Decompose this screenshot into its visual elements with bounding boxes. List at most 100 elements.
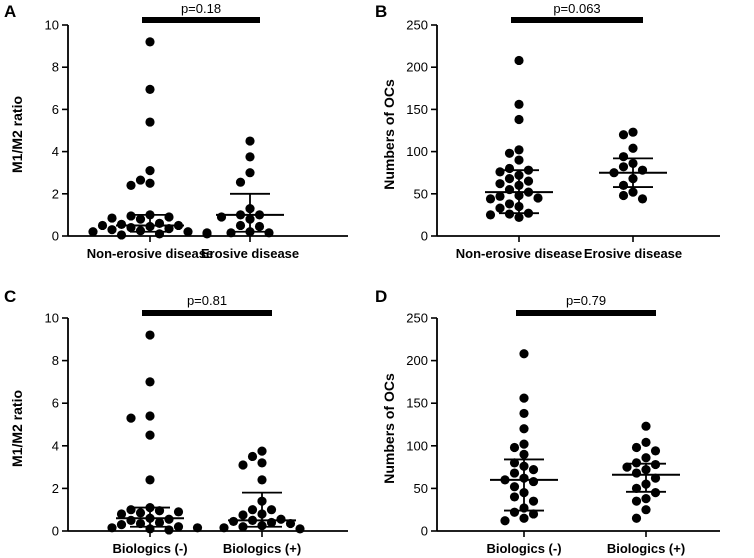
data-point [631, 442, 642, 453]
data-point [88, 227, 98, 237]
data-point [202, 229, 212, 239]
data-point [245, 152, 255, 162]
data-point [650, 473, 661, 483]
y-tick-label: 2 [52, 186, 59, 201]
data-point [641, 494, 651, 504]
y-tick-label: 0 [421, 524, 428, 539]
data-point [266, 517, 277, 528]
p-value-label: p=0.79 [566, 293, 606, 308]
panel-b: B Numbers of OCs 0 50 100 150 200 250 Non-erosiv… [375, 1, 720, 261]
data-point [495, 179, 505, 189]
y-tick-label: 150 [406, 396, 428, 411]
data-point [641, 421, 651, 431]
data-point [523, 176, 534, 186]
data-point [183, 227, 193, 237]
data-point [116, 230, 127, 240]
data-point [126, 515, 136, 525]
data-point [107, 523, 117, 533]
data-point [528, 509, 539, 519]
panel-d: D Numbers of OCs 0 50 100 150 200 250 Biologics … [375, 287, 720, 556]
data-point [228, 516, 239, 527]
data-point [145, 117, 155, 127]
data-point [145, 411, 155, 421]
data-point [126, 211, 136, 221]
series-2 [216, 136, 284, 238]
data-point [126, 505, 136, 515]
data-point [145, 178, 155, 188]
x-category-label: Erosive disease [584, 246, 682, 261]
y-axis-title: M1/M2 ratio [9, 390, 25, 467]
data-point [235, 220, 246, 231]
y-tick-label: 50 [414, 186, 428, 201]
series-1 [88, 37, 212, 240]
p-value-label: p=0.063 [553, 1, 600, 16]
data-point [641, 437, 651, 447]
data-point [164, 514, 174, 524]
data-point [126, 180, 136, 190]
data-point [135, 214, 146, 224]
data-point [116, 509, 127, 519]
x-category-label: Biologics (-) [112, 541, 187, 556]
data-point [509, 468, 520, 478]
data-point [504, 148, 515, 158]
data-point [514, 145, 524, 155]
data-point [173, 522, 184, 532]
data-point [514, 114, 524, 125]
y-tick-label: 0 [421, 229, 428, 244]
data-point [641, 453, 651, 463]
y-tick-label: 200 [406, 353, 428, 368]
data-point [154, 229, 165, 239]
data-point [631, 496, 642, 506]
data-point [226, 228, 236, 238]
data-point [135, 175, 146, 185]
data-point [628, 187, 638, 197]
y-tick-label: 0 [52, 524, 59, 539]
data-point [514, 55, 524, 66]
data-point [500, 516, 510, 526]
data-point [295, 524, 305, 534]
panel-letter: C [4, 287, 16, 306]
series-1 [107, 330, 203, 535]
data-point [192, 523, 203, 533]
data-point [116, 520, 127, 530]
panel-a: A M1/M2 ratio 0 2 4 6 8 10 Non-erosive diseaseEr… [4, 1, 348, 261]
data-point [519, 449, 529, 459]
y-tick-label: 250 [406, 311, 428, 326]
y-tick-label: 2 [52, 481, 59, 496]
y-tick-label: 8 [52, 353, 59, 368]
data-point [154, 218, 165, 228]
y-tick-label: 10 [45, 18, 59, 33]
data-point [145, 165, 155, 176]
data-point [257, 458, 267, 468]
data-point [485, 210, 496, 220]
data-point [514, 99, 524, 109]
data-point [235, 177, 246, 187]
data-point [519, 393, 529, 403]
data-point [145, 377, 155, 387]
y-axis-title: Numbers of OCs [381, 373, 397, 484]
data-point [135, 508, 146, 518]
y-tick-label: 50 [414, 481, 428, 496]
series-2 [612, 421, 680, 523]
data-point [116, 219, 127, 229]
data-point [135, 226, 146, 236]
data-point [628, 143, 638, 153]
data-point [257, 475, 267, 485]
y-tick-label: 100 [406, 144, 428, 159]
y-tick-label: 150 [406, 102, 428, 117]
data-point [154, 517, 165, 528]
y-axis-title: M1/M2 ratio [9, 96, 25, 173]
data-point [650, 446, 661, 456]
data-point [107, 225, 117, 235]
data-point [238, 510, 248, 520]
data-point [504, 163, 515, 174]
data-point [631, 513, 642, 523]
y-tick-label: 10 [45, 311, 59, 326]
data-point [618, 152, 629, 162]
data-point [264, 228, 274, 238]
data-point [173, 507, 184, 517]
data-point [504, 174, 515, 184]
data-point [618, 180, 629, 190]
